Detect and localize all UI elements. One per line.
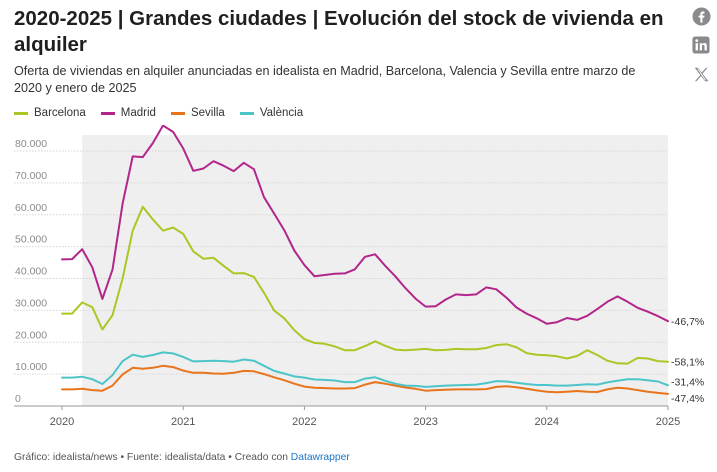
end-label-madrid: -46,7%: [671, 316, 704, 328]
y-tick-label: 50.000: [15, 234, 47, 246]
series-line-barcelona: [61, 205, 669, 365]
x-icon: [694, 67, 708, 81]
chart-footer: Gráfico: idealista/news • Fuente: ideali…: [14, 452, 350, 463]
datawrapper-link[interactable]: Datawrapper: [290, 452, 350, 463]
legend-item-madrid: Madrid: [100, 107, 156, 119]
y-tick-label: 80.000: [15, 138, 47, 150]
legend-item-barcelona: Barcelona: [14, 107, 86, 119]
x-tick-label: 2021: [171, 416, 195, 428]
x-tick-label: 2025: [656, 416, 680, 428]
legend-item-sevilla: Sevilla: [170, 107, 225, 119]
linkedin-share-button[interactable]: [690, 34, 712, 56]
chart-legend: Barcelona Madrid Sevilla València: [14, 105, 318, 121]
x-tick-label: 2023: [413, 416, 437, 428]
y-tick-label: 10.000: [15, 361, 47, 373]
chart-title: 2020-2025 | Grandes ciudades | Evolución…: [14, 7, 664, 56]
legend-label-madrid: Madrid: [120, 107, 156, 119]
y-tick-label: 0: [15, 393, 21, 405]
series-line-madrid: [61, 125, 669, 325]
linkedin-icon: [692, 36, 710, 54]
line-chart: 0 10.000 20.000 30.000 40.000 50.000 60.000 70.…: [14, 125, 704, 428]
legend-swatch-sevilla: [170, 111, 185, 115]
x-tick-label: 2024: [535, 416, 559, 428]
legend-label-sevilla: Sevilla: [190, 107, 225, 119]
x-share-button[interactable]: [690, 63, 712, 85]
y-tick-label: 20.000: [15, 329, 47, 341]
end-label-barcelona: -58,1%: [671, 357, 704, 369]
chart-subtitle: Oferta de viviendas en alquiler anunciad…: [14, 64, 636, 95]
y-tick-label: 30.000: [15, 297, 47, 309]
legend-label-barcelona: Barcelona: [34, 107, 86, 119]
series-line-sevilla: [61, 364, 669, 395]
x-tick-label: 2022: [292, 416, 316, 428]
legend-swatch-barcelona: [14, 111, 28, 115]
legend-label-valencia: València: [259, 107, 304, 119]
facebook-icon: [691, 6, 711, 26]
y-tick-label: 60.000: [15, 202, 47, 214]
y-tick-label: 70.000: [15, 170, 47, 182]
highlight-region: [82, 135, 668, 406]
end-label-sevilla: -47,4%: [671, 393, 704, 405]
facebook-share-button[interactable]: [690, 5, 712, 27]
legend-swatch-madrid: [100, 111, 115, 115]
series-line-valencia: [61, 351, 669, 388]
y-tick-label: 40.000: [15, 266, 47, 278]
legend-swatch-valencia: [239, 111, 254, 115]
legend-item-valencia: València: [239, 107, 304, 119]
x-tick-label: 2020: [50, 416, 74, 428]
end-label-valencia: -31,4%: [671, 376, 704, 388]
footer-credits: Gráfico: idealista/news • Fuente: ideali…: [14, 452, 291, 463]
